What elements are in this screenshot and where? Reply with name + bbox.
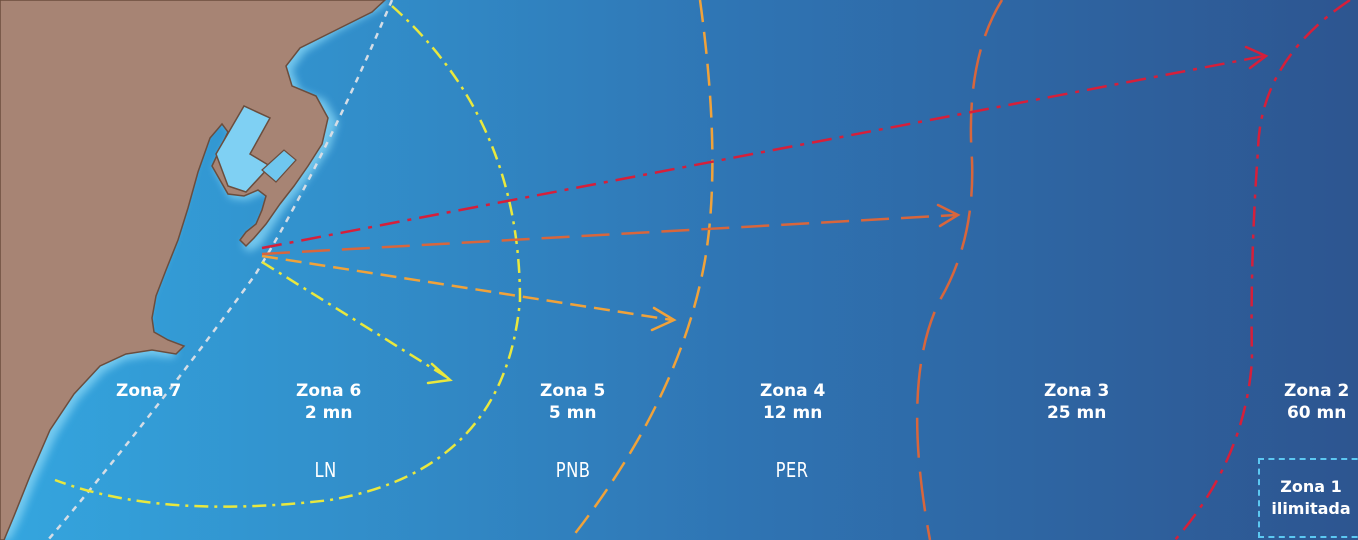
zone5-boundary — [569, 0, 714, 540]
range-arrow-zone6 — [261, 260, 453, 385]
zone6-label: Zona 6 2 mn — [296, 380, 361, 424]
zone6-name: Zona 6 — [296, 381, 362, 401]
zone5-label: Zona 5 5 mn — [540, 380, 605, 424]
zone6-distance: 2 mn — [304, 403, 353, 423]
zone1-label: Zona 1 ilimitada — [1256, 476, 1358, 520]
zone6-boundary — [54, 5, 522, 508]
zone5-distance: 5 mn — [548, 403, 597, 423]
zone7-boundary — [47, 0, 394, 540]
zone2-label: Zona 2 60 mn — [1284, 380, 1349, 424]
license-pnb: PNB — [555, 458, 591, 482]
zone3-name: Zona 3 — [1044, 381, 1110, 401]
harbour-basin — [215, 105, 272, 193]
zone3-label: Zona 3 25 mn — [1044, 380, 1109, 424]
zone4-name: Zona 4 — [760, 381, 826, 401]
range-arrow-zone4 — [261, 203, 961, 256]
harbour-basin-inner — [261, 149, 297, 183]
zone2-boundary — [1174, 0, 1351, 540]
zone7-label: Zona 7 — [116, 380, 181, 402]
zone2-distance: 60 mn — [1286, 403, 1347, 423]
license-ln: LN — [314, 458, 337, 482]
range-arrow-zone5 — [261, 254, 677, 332]
zone3-boundary — [915, 0, 1004, 540]
zone5-name: Zona 5 — [540, 381, 606, 401]
zone4-distance: 12 mn — [762, 403, 823, 423]
zone1-distance: ilimitada — [1271, 499, 1351, 518]
license-per: PER — [775, 458, 809, 482]
range-arrow-zone2 — [261, 45, 1269, 250]
zone2-name: Zona 2 — [1284, 381, 1350, 401]
zone1-box — [1258, 458, 1358, 538]
zone3-distance: 25 mn — [1046, 403, 1107, 423]
zone1-name: Zona 1 — [1280, 477, 1342, 496]
zone7-name: Zona 7 — [116, 381, 182, 401]
zone4-label: Zona 4 12 mn — [760, 380, 825, 424]
